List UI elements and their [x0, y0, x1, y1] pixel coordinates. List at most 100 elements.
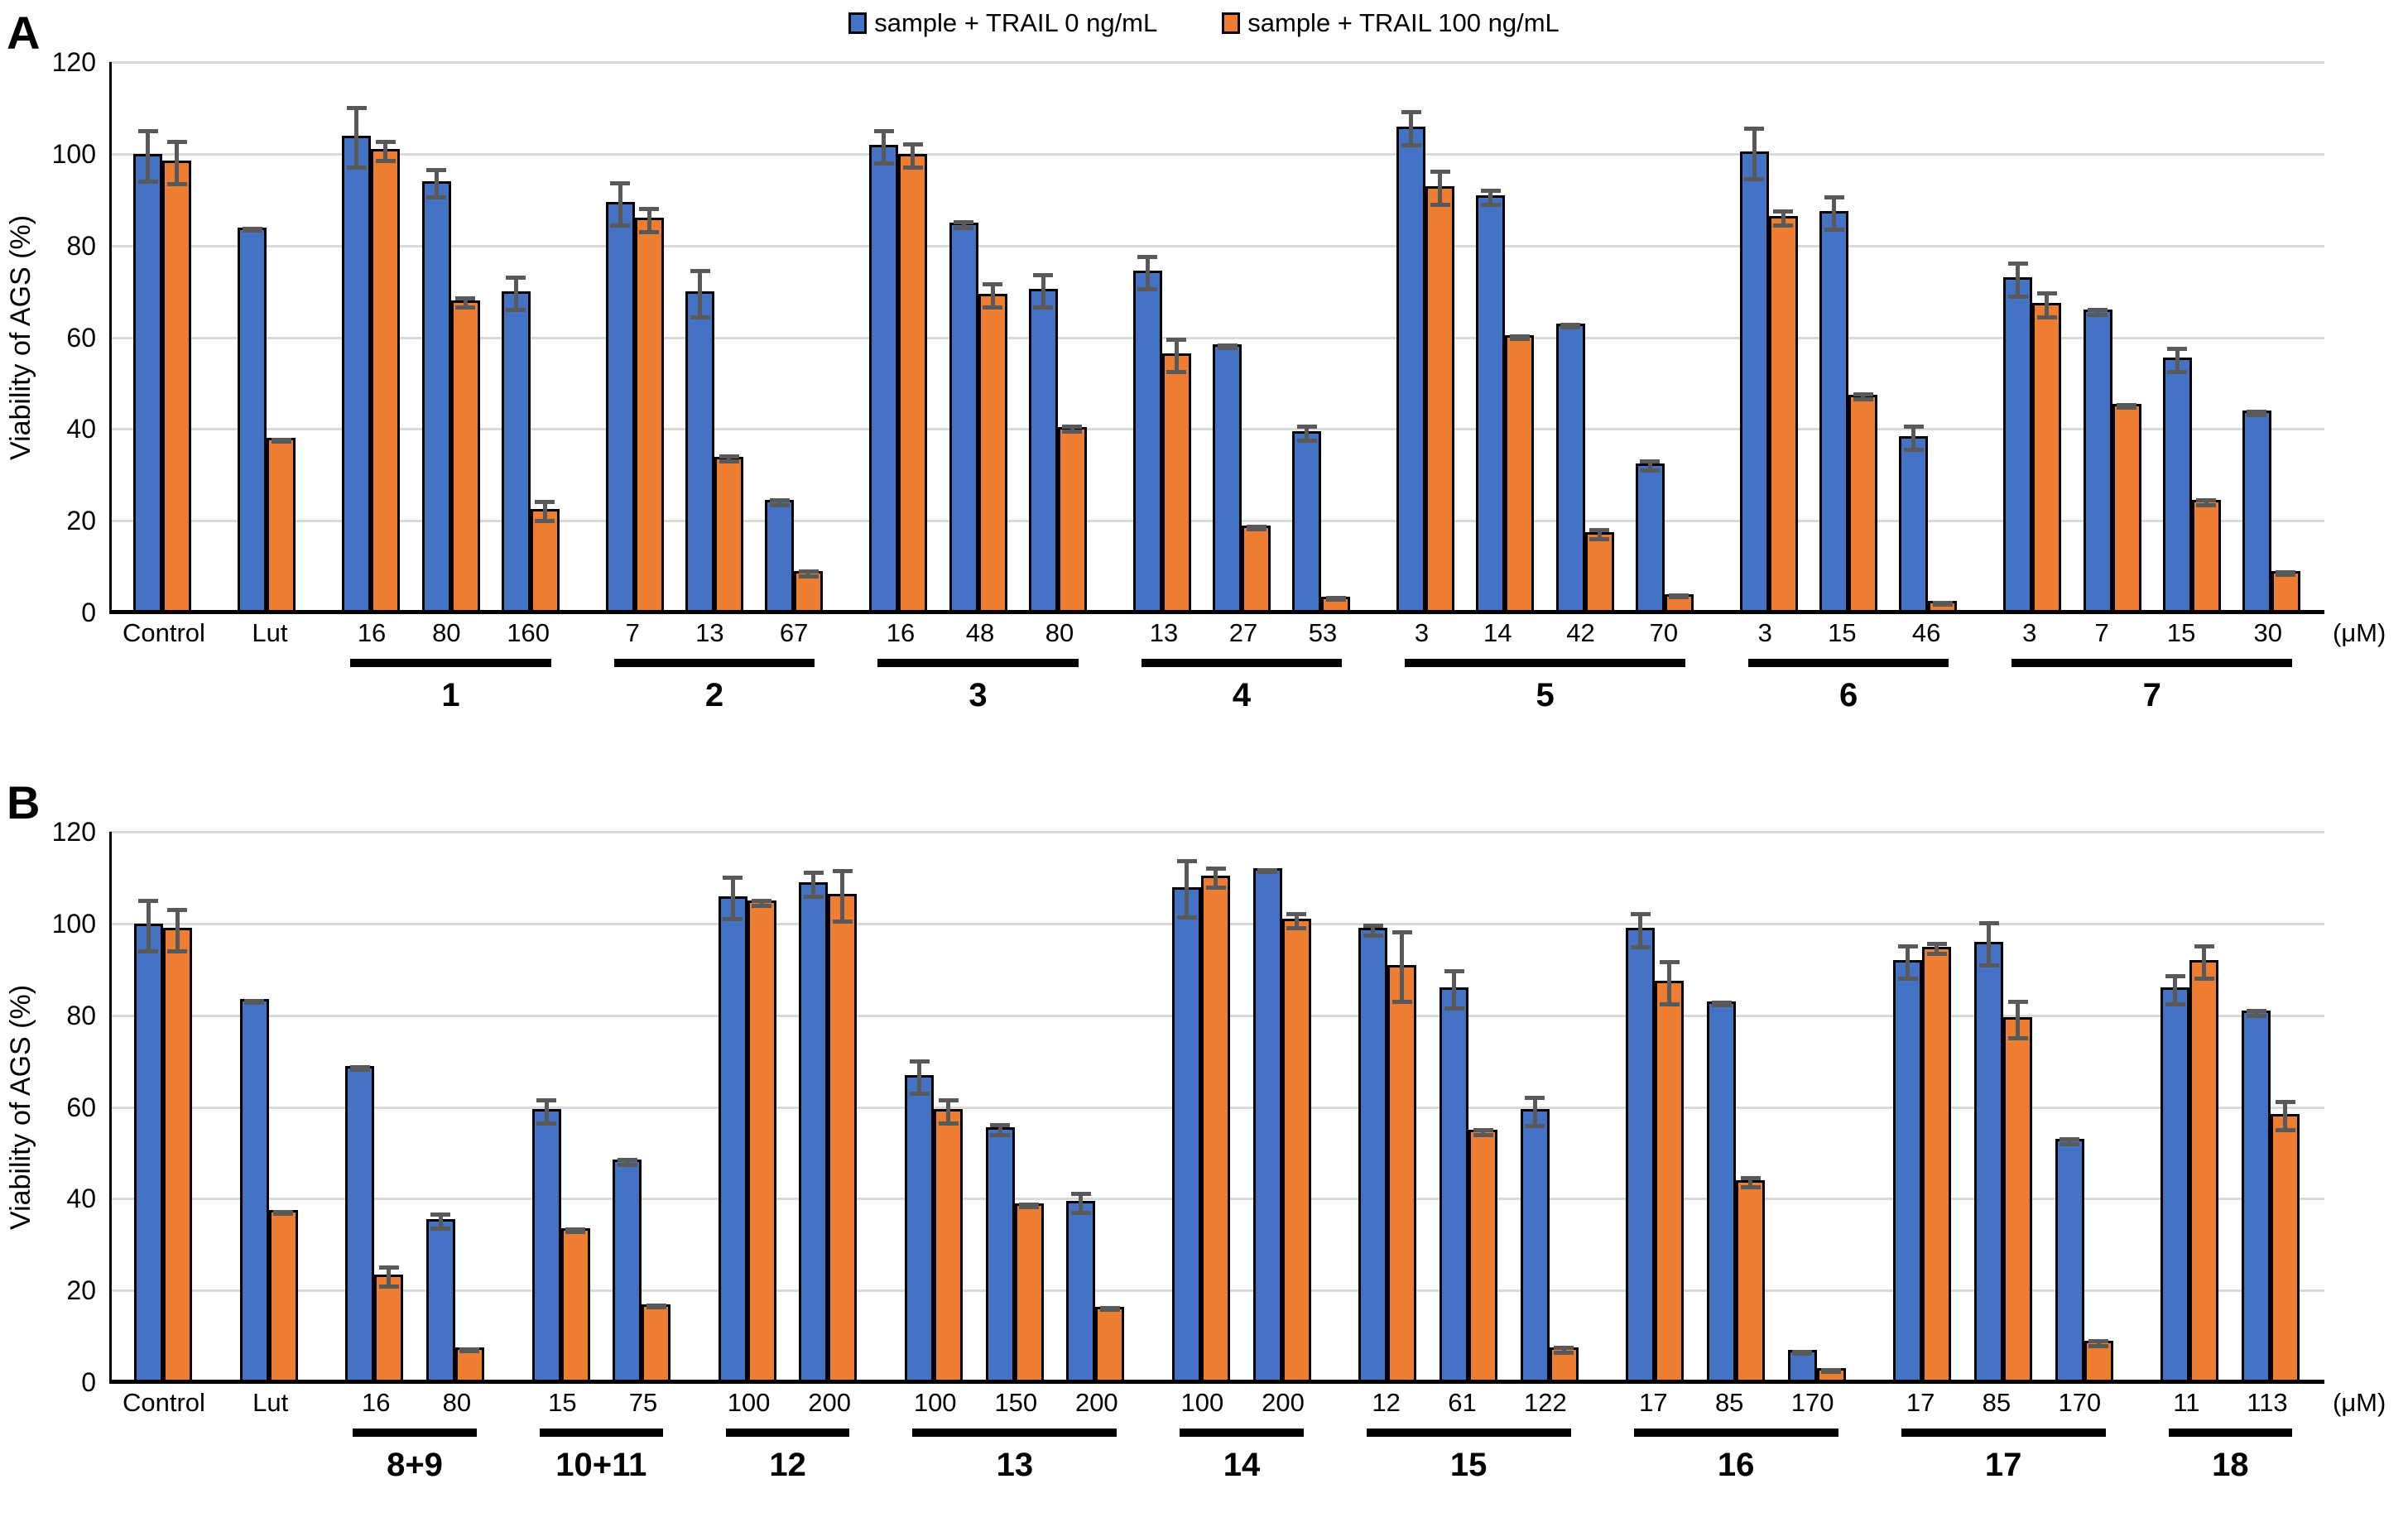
bar-trail0: [1893, 944, 1923, 1382]
error-line-icon: [1861, 392, 1866, 402]
x-tick-label: 122: [1524, 1388, 1567, 1417]
bar-trail100: [1549, 1345, 1579, 1382]
error-bar-icon: [1824, 194, 1844, 233]
bar-trail100: [828, 868, 858, 1382]
error-bar-icon: [2036, 291, 2057, 319]
bar-group: [331, 62, 570, 612]
bar-group: [595, 62, 834, 612]
bar-group: [1386, 62, 1704, 612]
x-tick-label: 16: [362, 1388, 391, 1417]
panel-A: A Viability of AGS (%) 0 20 40 60 80 100 120 C…: [0, 7, 2403, 723]
error-line-icon: [2067, 1136, 2072, 1146]
bar-trail100: [1848, 392, 1878, 612]
error-line-icon: [2173, 974, 2178, 1006]
error-cap-bottom-icon: [2276, 573, 2296, 577]
bar-group: [227, 62, 306, 612]
error-line-icon: [175, 140, 180, 186]
error-line-icon: [2016, 262, 2021, 299]
bar-trail100: [162, 907, 192, 1382]
bar-trail100: [634, 206, 664, 612]
error-bar-icon: [1444, 969, 1464, 1011]
x-tick-label: 46: [1911, 618, 1941, 647]
y-tick-label: 100: [51, 138, 96, 169]
bar-groups-row: [109, 832, 2324, 1382]
error-cap-bottom-icon: [1897, 977, 1918, 982]
error-bar-icon: [1391, 930, 1412, 1005]
x-tick-label: 17: [1906, 1388, 1935, 1417]
group-number: 8+9: [387, 1447, 443, 1483]
y-tick-label: 0: [81, 1367, 96, 1397]
legend-item-trail100: sample + TRAIL 100 ng/mL: [1222, 8, 1560, 38]
x-tick-label: 170: [1790, 1388, 1834, 1417]
error-cap-bottom-icon: [271, 439, 291, 444]
gridline: [109, 831, 2324, 833]
bar-group: [1882, 832, 2125, 1382]
error-cap-bottom-icon: [1205, 885, 1226, 890]
x-tick-label: 3: [1414, 618, 1430, 647]
bar-trail0: [869, 128, 899, 612]
bar-trail100: [1014, 1203, 1044, 1382]
bar-trail100: [1655, 960, 1685, 1382]
bar-trail100: [2191, 497, 2221, 612]
error-cap-bottom-icon: [506, 308, 526, 313]
error-cap-bottom-icon: [426, 195, 447, 200]
error-bar-icon: [346, 105, 367, 170]
error-line-icon: [1481, 1127, 1486, 1137]
x-tick-group: 17 85 170: [1882, 1388, 2125, 1418]
group-underline-cell: [1348, 1429, 1590, 1437]
group-number-row-A: 1 2 3 4 5 6 7: [109, 672, 2324, 723]
error-cap-bottom-icon: [455, 305, 476, 310]
error-bar-icon: [690, 268, 710, 319]
bar-trail0: [1476, 188, 1506, 612]
x-tick-label: 13: [1149, 618, 1179, 647]
group-underline-cell: [334, 1429, 495, 1437]
x-axis-line: [109, 1380, 2324, 1384]
error-cap-bottom-icon: [2036, 315, 2057, 319]
bar-pair: [2055, 1136, 2113, 1382]
error-cap-bottom-icon: [1401, 142, 1421, 147]
error-line-icon: [1987, 921, 1992, 968]
bar-group: [1348, 832, 1590, 1382]
error-cap-bottom-icon: [1257, 869, 1278, 874]
bar-pair: [238, 227, 296, 612]
x-tick-label: 75: [628, 1388, 658, 1417]
error-bar-icon: [938, 1097, 959, 1126]
group-number: 13: [996, 1447, 1034, 1483]
x-tick-group: Control: [123, 618, 205, 648]
error-cap-bottom-icon: [2196, 502, 2217, 507]
error-cap-bottom-icon: [1792, 1351, 1813, 1356]
group-number: 5: [1536, 677, 1555, 713]
x-tick-label: 100: [1180, 1388, 1224, 1417]
error-bar-icon: [832, 868, 853, 924]
group-underline: [912, 1429, 1117, 1437]
error-cap-bottom-icon: [803, 894, 824, 899]
error-bar-icon: [1525, 1095, 1545, 1128]
plot-area-A: [109, 61, 2324, 614]
error-cap-bottom-icon: [1480, 202, 1501, 207]
y-tick-label: 40: [66, 1184, 96, 1214]
error-bar-icon: [1978, 921, 1999, 968]
bar-trail100: [450, 295, 480, 612]
error-cap-bottom-icon: [1176, 915, 1197, 920]
bar-trail100: [2112, 402, 2141, 612]
error-bar-icon: [639, 206, 660, 235]
bar-pair: [2162, 346, 2221, 612]
x-tick-group: Lut: [230, 1388, 311, 1418]
x-tick-row-B: Control Lut 16 80 15 75 100 200 100 150 200 100 200 1…: [109, 1382, 2324, 1424]
error-cap-bottom-icon: [137, 180, 158, 185]
bar-pair: [345, 1064, 404, 1382]
group-underline: [1405, 659, 1685, 667]
error-cap-bottom-icon: [242, 228, 262, 233]
bar-group: [1161, 832, 1322, 1382]
bar-pair: [985, 1123, 1044, 1382]
error-bar-icon: [2117, 402, 2137, 410]
error-bar-icon: [375, 140, 396, 164]
error-cap-bottom-icon: [832, 920, 853, 924]
bar-trail100: [2271, 1100, 2300, 1382]
bar-groups-row: [109, 62, 2324, 612]
unit-label-A: (μM): [2333, 618, 2386, 647]
x-tick-group: 100 200: [1162, 1388, 1324, 1418]
bar-pair: [905, 1059, 964, 1382]
bar-trail100: [530, 500, 560, 612]
error-line-icon: [811, 871, 816, 899]
